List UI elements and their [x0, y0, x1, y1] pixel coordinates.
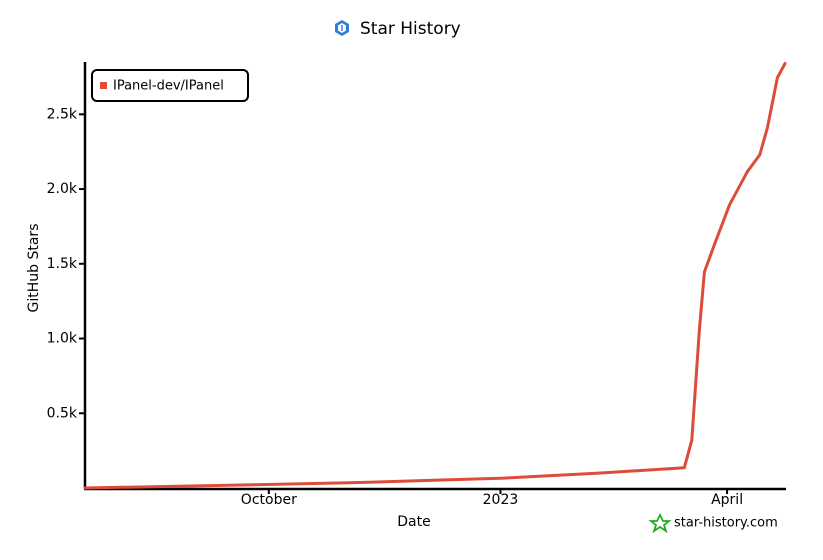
legend-label: IPanel-dev/IPanel	[113, 79, 224, 94]
y-axis-label: GitHub Stars	[26, 224, 42, 313]
credit-text: star-history.com	[674, 516, 778, 531]
chart: Star History Date GitHub Stars IPanel-de…	[0, 0, 823, 560]
chart-title: Star History	[360, 19, 461, 39]
title-icon	[335, 20, 349, 36]
x-tick-label: April	[711, 492, 743, 508]
line	[85, 64, 785, 489]
y-tick-label: 0.5k	[47, 405, 78, 421]
y-tick-label: 1.0k	[47, 331, 78, 347]
y-tick-label: 1.5k	[47, 256, 78, 272]
x-axis-label: Date	[397, 514, 430, 530]
credit	[651, 515, 669, 531]
legend-swatch	[100, 82, 107, 89]
x-tick-label: 2023	[483, 492, 519, 508]
x-tick-label: October	[241, 492, 297, 508]
y-tick-label: 2.0k	[47, 181, 78, 197]
y-tick-label: 2.5k	[47, 106, 78, 122]
